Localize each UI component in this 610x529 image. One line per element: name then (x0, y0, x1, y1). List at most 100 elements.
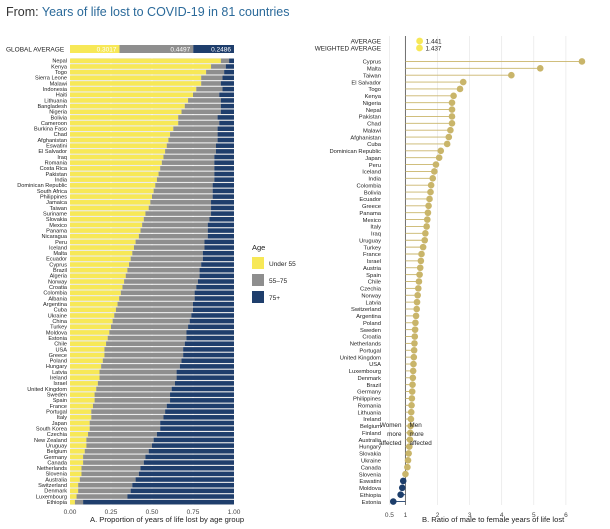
panel-b-country-label: Netherlands (350, 342, 381, 348)
bar-segment-75plus (156, 432, 234, 437)
panel-a-country-label: Norway (48, 279, 67, 285)
panel-a-country-label: Suriname (43, 211, 67, 217)
bar-segment-75plus (220, 103, 234, 109)
panel-a-country-label: Dominican Republic (17, 183, 67, 189)
bar-segment-55-75 (83, 454, 146, 460)
panel-a-country-label: Czechia (47, 432, 68, 438)
panel-b-country-label: Spain (366, 273, 381, 279)
panel-b-country-label: Argentina (356, 314, 382, 320)
lollipop-dot (411, 326, 419, 333)
bar-segment-75plus (225, 64, 234, 69)
panel-a-country-label: Afghanistan (37, 138, 67, 144)
lollipop-dot (418, 250, 425, 258)
bar-segment-75plus (211, 211, 234, 216)
legend-label: 55–75 (269, 278, 287, 285)
bar-segment-75plus (145, 454, 234, 460)
panel-b-country-label: Iceland (362, 170, 381, 176)
bar-segment-55-75 (161, 160, 215, 165)
bar-segment-55-75 (89, 426, 161, 431)
header-title-link[interactable]: Years of life lost to COVID-19 in 81 cou… (41, 5, 290, 19)
figure-source-header: From: Years of life lost to COVID-19 in … (6, 5, 289, 19)
bar-segment-75plus (217, 137, 234, 143)
panel-b-x-tick-label: 3 (468, 512, 472, 519)
bar-segment-75plus (217, 132, 234, 137)
panel-b-country-label: Lithuania (357, 410, 381, 416)
bar-segment-75plus (202, 250, 234, 256)
bar-segment-under55 (70, 301, 118, 307)
panel-a-country-label: Chad (54, 132, 67, 138)
bar-segment-55-75 (163, 154, 215, 160)
bar-segment-75plus (189, 318, 234, 324)
lollipop-dot (406, 429, 414, 437)
bar-segment-under55 (70, 454, 84, 460)
panel-a-country-label: Albania (48, 296, 68, 302)
bar-segment-55-75 (78, 482, 133, 488)
bar-segment-55-75 (101, 364, 180, 369)
annotation-women-more-affected: Women (380, 422, 402, 429)
bar-segment-55-75 (211, 64, 226, 69)
panel-b-country-label: Moldova (359, 486, 382, 492)
bar-segment-55-75 (150, 200, 212, 205)
header-prefix: From: (6, 5, 42, 19)
panel-b-country-label: France (363, 252, 381, 258)
bar-segment-under55 (70, 415, 92, 420)
lollipop-dot (419, 243, 427, 251)
panel-a-country-label: Philippines (40, 194, 67, 200)
panel-b-x-tick-label: 5 (532, 512, 536, 519)
panel-b-country-label: Ireland (363, 417, 381, 423)
lollipop-dot (450, 92, 457, 100)
bar-segment-under55 (70, 239, 136, 245)
panel-a-country-label: Netherlands (37, 466, 67, 472)
panel-b-country-label: Denmark (357, 376, 381, 382)
lollipop-dot (448, 99, 456, 106)
bar-segment-under55 (70, 188, 154, 194)
panel-a-country-label: Costa Rica (40, 166, 68, 172)
bar-segment-75plus (212, 188, 234, 194)
lollipop-dot (389, 498, 397, 505)
bar-segment-75plus (143, 460, 234, 465)
lollipop-dot (443, 140, 451, 148)
lollipop-dot (421, 236, 429, 244)
panel-a-country-label: Canada (47, 460, 67, 466)
lollipop-dot (423, 223, 430, 230)
panel-a-country-label: Iceland (49, 245, 67, 251)
lollipop-dot (412, 319, 419, 327)
bar-segment-75plus (191, 313, 234, 318)
bar-segment-55-75 (111, 324, 189, 330)
panel-a-country-label: Greece (49, 353, 67, 359)
panel-b-country-label: USA (369, 362, 381, 368)
bar-segment-75plus (215, 149, 234, 154)
panel-a-country-label: Croatia (49, 285, 68, 291)
panel-b-country-label: Uruguay (359, 238, 381, 244)
bar-segment-55-75 (158, 171, 215, 177)
bar-segment-55-75 (92, 403, 167, 409)
bar-segment-75plus (194, 290, 234, 296)
panel-b-country-label: Afghanistan (350, 135, 381, 141)
bar-segment-75plus (229, 58, 234, 64)
bar-segment-55-75 (153, 188, 213, 194)
bar-segment-55-75 (104, 347, 184, 352)
panel-b-country-label: Romania (358, 403, 382, 409)
panel-a-country-label: Argentina (43, 302, 68, 308)
annotation-women-more-affected: affected (379, 440, 402, 447)
bar-segment-under55 (70, 98, 189, 103)
lollipop-dot (423, 216, 431, 223)
bar-segment-75plus (212, 194, 234, 199)
panel-a-country-label: Japan (52, 421, 67, 427)
bar-segment-75plus (212, 183, 234, 188)
bar-segment-55-75 (102, 358, 182, 363)
global-average-value: 0.4497 (170, 46, 190, 53)
bar-segment-75plus (130, 488, 234, 494)
bar-segment-55-75 (165, 149, 216, 154)
bar-segment-75plus (193, 301, 234, 307)
bar-segment-75plus (176, 369, 234, 375)
lollipop-dot (437, 147, 445, 155)
bar-segment-under55 (70, 149, 166, 154)
bar-segment-75plus (166, 403, 234, 409)
panel-b-country-label: Colombia (357, 183, 382, 189)
panel-a-country-label: United Kingdom (27, 387, 67, 393)
panel-b-x-tick-label: 1 (404, 512, 408, 519)
panel-a-country-label: Indonesia (43, 87, 68, 93)
panel-b-country-label: Kenya (365, 94, 382, 100)
panel-a-country-label: Nepal (52, 59, 67, 65)
